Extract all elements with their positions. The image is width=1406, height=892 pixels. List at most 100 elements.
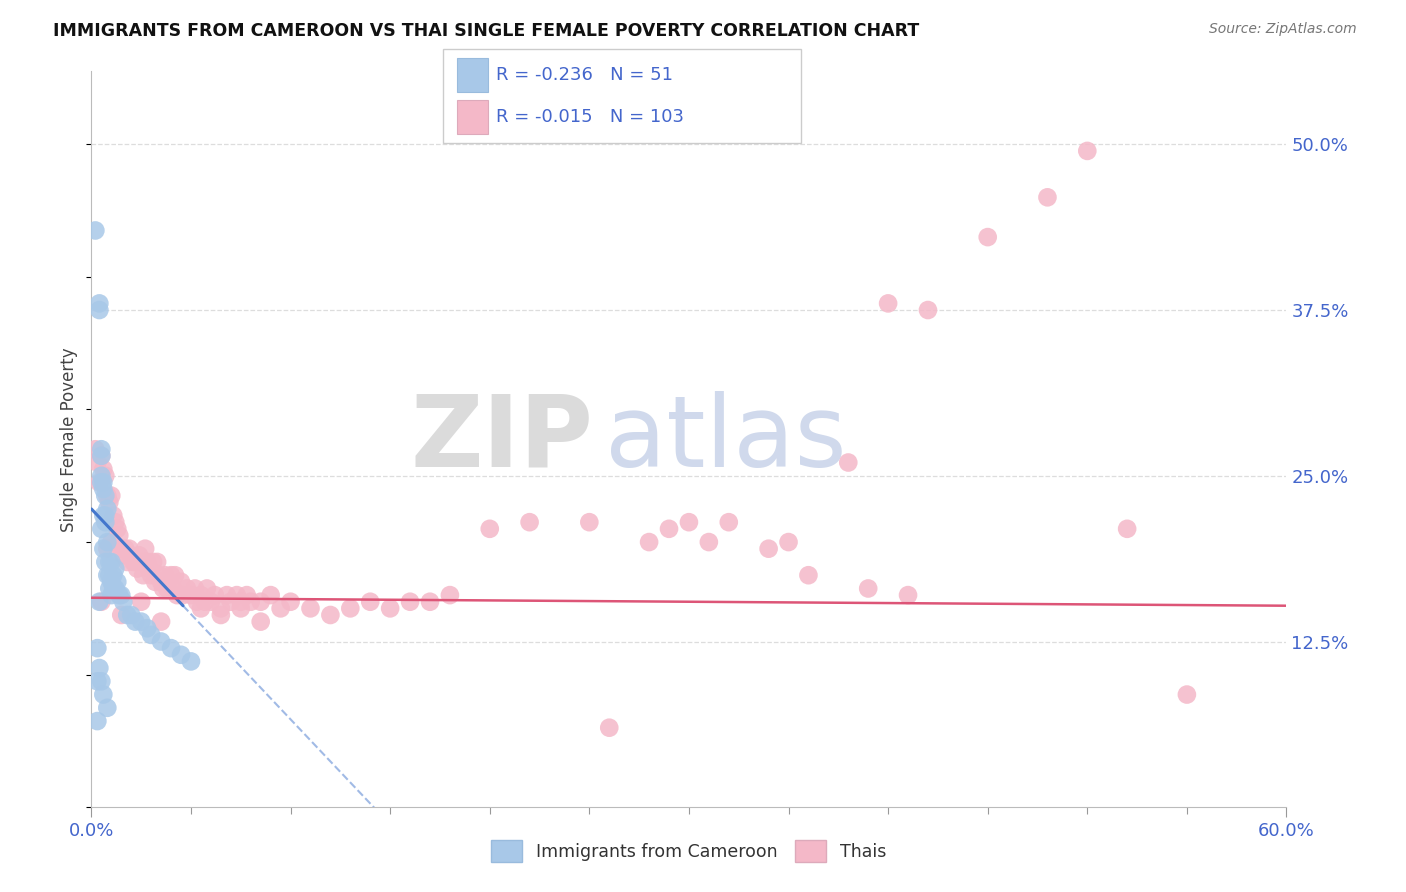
Point [84,442,107,457]
Point [150,634,173,648]
Point [103,508,125,523]
Point [141,628,162,642]
Point [89,303,111,318]
Point [90,595,112,609]
Point [103,582,125,596]
Y-axis label: Single Female Poverty: Single Female Poverty [60,347,79,532]
Point [917,303,939,318]
Point [96,568,118,582]
Point [129,595,152,609]
Point [419,595,441,609]
Point [90,442,112,457]
Point [128,549,150,563]
Point [104,515,127,529]
Point [249,595,271,609]
Point [90,449,112,463]
Point [86,714,108,728]
Point [96,535,118,549]
Point [195,582,218,596]
Point [229,601,252,615]
Point [200,595,222,609]
Point [190,601,212,615]
Point [1116,522,1139,536]
Point [96,502,118,516]
Point [84,223,107,237]
Point [678,515,700,529]
Point [96,489,118,503]
Point [239,595,262,609]
Point [110,588,132,602]
Point [259,588,281,602]
Point [758,541,780,556]
Point [100,574,122,589]
Point [90,468,112,483]
Point [98,568,121,582]
Point [156,582,179,596]
Point [100,535,122,549]
Point [93,482,115,496]
Point [132,568,155,582]
Point [160,568,183,582]
Point [1076,144,1098,158]
Point [120,549,142,563]
Point [797,568,820,582]
Point [229,595,252,609]
Text: IMMIGRANTS FROM CAMEROON VS THAI SINGLE FEMALE POVERTY CORRELATION CHART: IMMIGRANTS FROM CAMEROON VS THAI SINGLE … [53,22,920,40]
Point [108,528,131,542]
Point [89,475,111,490]
Point [124,615,146,629]
Point [172,588,194,602]
Point [94,468,117,483]
Point [93,508,115,523]
Point [837,456,859,470]
Point [98,555,121,569]
Point [176,582,198,596]
Point [856,582,880,596]
Point [186,595,208,609]
Point [89,661,111,675]
Text: R = -0.236   N = 51: R = -0.236 N = 51 [496,66,673,84]
Point [96,541,118,556]
Text: ZIP: ZIP [411,391,593,488]
Point [1175,688,1198,702]
Point [184,582,207,596]
Point [112,595,135,609]
Point [378,601,402,615]
Point [122,555,145,569]
Point [225,588,247,602]
Text: R = -0.015   N = 103: R = -0.015 N = 103 [496,108,685,126]
Point [94,555,117,569]
Point [100,489,122,503]
Point [105,574,128,589]
Point [118,541,141,556]
Point [129,615,152,629]
Point [150,615,173,629]
Point [93,475,115,490]
Point [100,588,122,602]
Point [215,588,238,602]
Point [90,475,112,490]
Point [638,535,661,549]
Point [104,582,127,596]
Point [98,495,121,509]
Point [180,588,202,602]
Point [270,601,292,615]
Point [94,489,117,503]
Point [339,601,361,615]
Point [180,654,202,668]
Point [108,588,131,602]
Point [96,701,118,715]
Point [94,508,117,523]
Point [717,515,740,529]
Point [439,588,461,602]
Point [170,648,193,662]
Point [115,555,138,569]
Point [153,568,176,582]
Point [127,561,149,575]
Point [136,555,159,569]
Point [658,522,681,536]
Point [115,607,138,622]
Point [93,688,115,702]
Point [399,595,422,609]
Point [124,555,146,569]
